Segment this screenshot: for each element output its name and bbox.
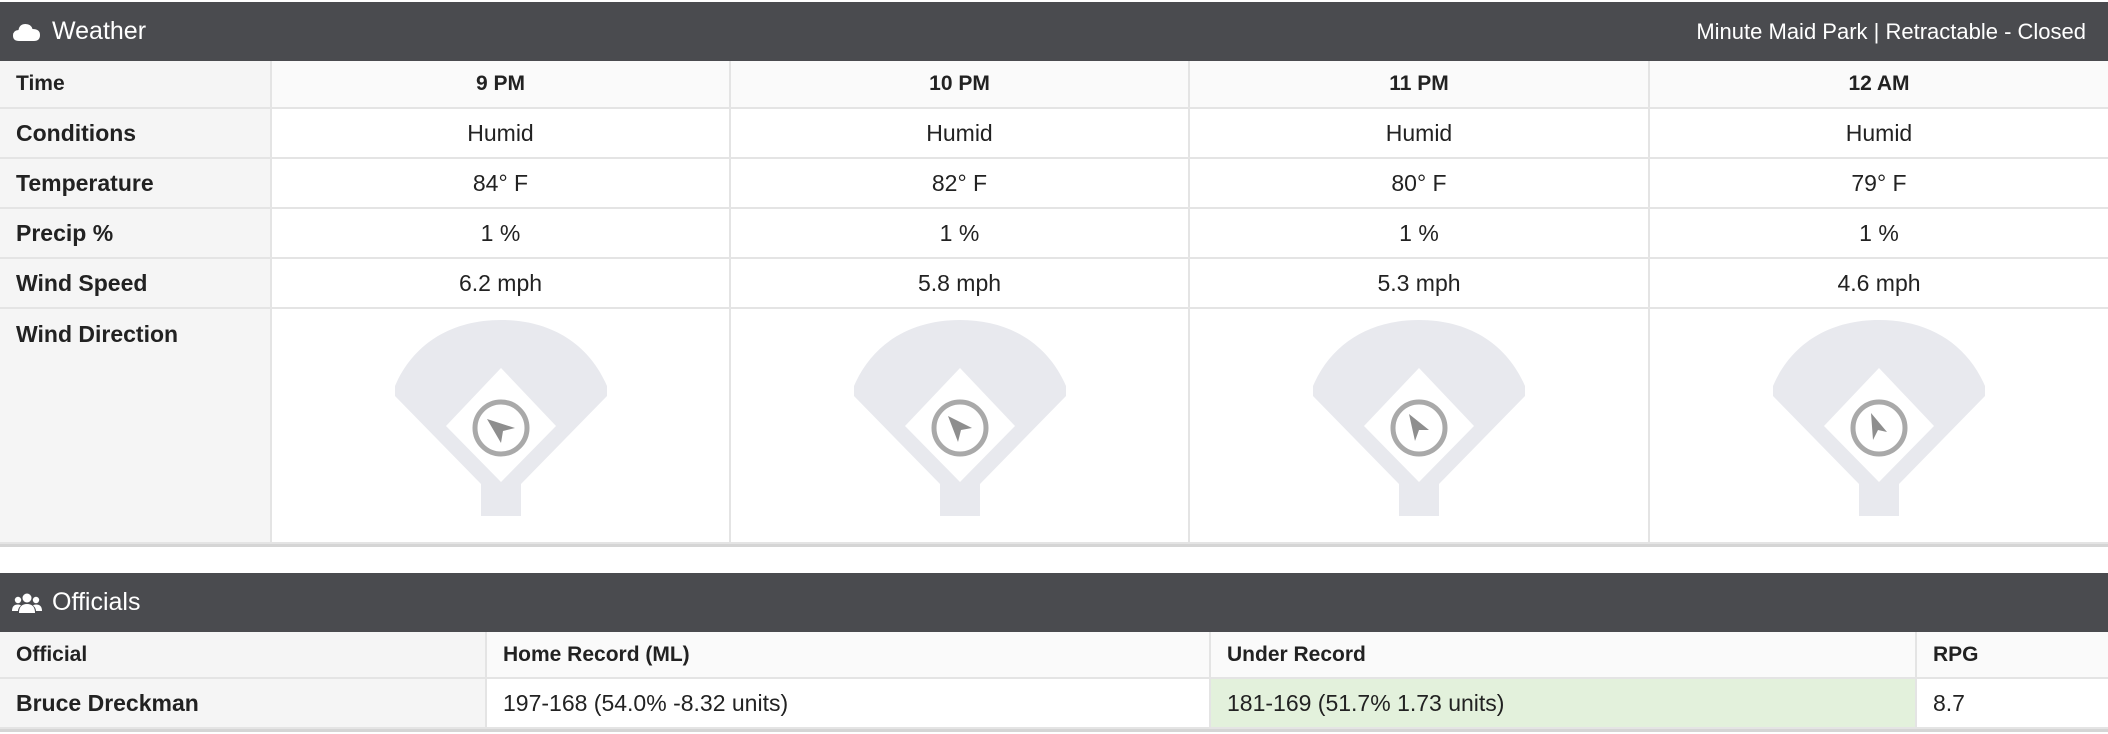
venue-info: Minute Maid Park | Retractable - Closed (1696, 18, 2086, 44)
precip-row: Precip % 1 % 1 % 1 % 1 % (0, 207, 2108, 259)
wind-direction-row: Wind Direction (0, 307, 2108, 544)
column-header: Official (0, 632, 487, 679)
temperature-cell: 80° F (1188, 157, 1650, 209)
precip-cell: 1 % (270, 207, 731, 259)
row-label: Wind Direction (0, 307, 272, 544)
ballpark-field-icon (1313, 320, 1525, 516)
table-row: Bruce Dreckman 197-168 (54.0% -8.32 unit… (0, 677, 2108, 729)
cloud-icon (12, 21, 42, 43)
officials-panel: Officials Official Home Record (ML) Unde… (0, 573, 2108, 732)
wind-direction-arrow-icon (1390, 399, 1448, 457)
weather-header: Weather Minute Maid Park | Retractable -… (0, 2, 2108, 61)
wind-speed-cell: 6.2 mph (270, 257, 731, 309)
temperature-row: Temperature 84° F 82° F 80° F 79° F (0, 157, 2108, 209)
ballpark-field-icon (1773, 320, 1985, 516)
hour-cell: 9 PM (270, 61, 731, 109)
conditions-cell: Humid (1188, 107, 1650, 159)
wind-direction-arrow-icon (931, 399, 988, 457)
row-label: Wind Speed (0, 257, 272, 309)
weather-title: Weather (52, 17, 147, 45)
conditions-cell: Humid (729, 107, 1190, 159)
wind-speed-cell: 5.3 mph (1188, 257, 1650, 309)
column-header: RPG (1915, 632, 2108, 679)
rpg-cell: 8.7 (1915, 677, 2108, 729)
precip-cell: 1 % (729, 207, 1190, 259)
row-label: Precip % (0, 207, 272, 259)
hour-cell: 10 PM (729, 61, 1190, 109)
official-name: Bruce Dreckman (0, 677, 487, 729)
precip-cell: 1 % (1648, 207, 2108, 259)
wind-speed-cell: 5.8 mph (729, 257, 1190, 309)
wind-direction-arrow-icon (1850, 399, 1908, 457)
weather-table: Time 9 PM 10 PM 11 PM 12 AM Conditions H… (0, 61, 2108, 544)
wind-direction-cell (729, 307, 1190, 544)
wind-direction-cell (270, 307, 731, 544)
officials-title: Officials (52, 588, 141, 616)
wind-direction-arrow-icon (472, 399, 529, 457)
users-icon (12, 592, 42, 614)
conditions-cell: Humid (1648, 107, 2108, 159)
row-label: Time (0, 61, 272, 109)
weather-panel: Weather Minute Maid Park | Retractable -… (0, 2, 2108, 547)
ballpark-field-icon (394, 320, 607, 516)
officials-header: Officials (0, 573, 2108, 632)
row-label: Conditions (0, 107, 272, 159)
officials-header-row: Official Home Record (ML) Under Record R… (0, 632, 2108, 679)
home-record-cell: 197-168 (54.0% -8.32 units) (485, 677, 1211, 729)
column-header: Under Record (1209, 632, 1917, 679)
hour-cell: 12 AM (1648, 61, 2108, 109)
temperature-cell: 79° F (1648, 157, 2108, 209)
wind-direction-cell (1188, 307, 1650, 544)
conditions-row: Conditions Humid Humid Humid Humid (0, 107, 2108, 159)
column-header: Home Record (ML) (485, 632, 1211, 679)
hour-cell: 11 PM (1188, 61, 1650, 109)
precip-cell: 1 % (1188, 207, 1650, 259)
officials-table: Official Home Record (ML) Under Record R… (0, 632, 2108, 729)
row-label: Temperature (0, 157, 272, 209)
wind-speed-cell: 4.6 mph (1648, 257, 2108, 309)
wind-direction-cell (1648, 307, 2108, 544)
ballpark-field-icon (853, 320, 1066, 516)
time-row: Time 9 PM 10 PM 11 PM 12 AM (0, 61, 2108, 109)
conditions-cell: Humid (270, 107, 731, 159)
under-record-cell: 181-169 (51.7% 1.73 units) (1209, 677, 1917, 729)
temperature-cell: 82° F (729, 157, 1190, 209)
temperature-cell: 84° F (270, 157, 731, 209)
wind-speed-row: Wind Speed 6.2 mph 5.8 mph 5.3 mph 4.6 m… (0, 257, 2108, 309)
